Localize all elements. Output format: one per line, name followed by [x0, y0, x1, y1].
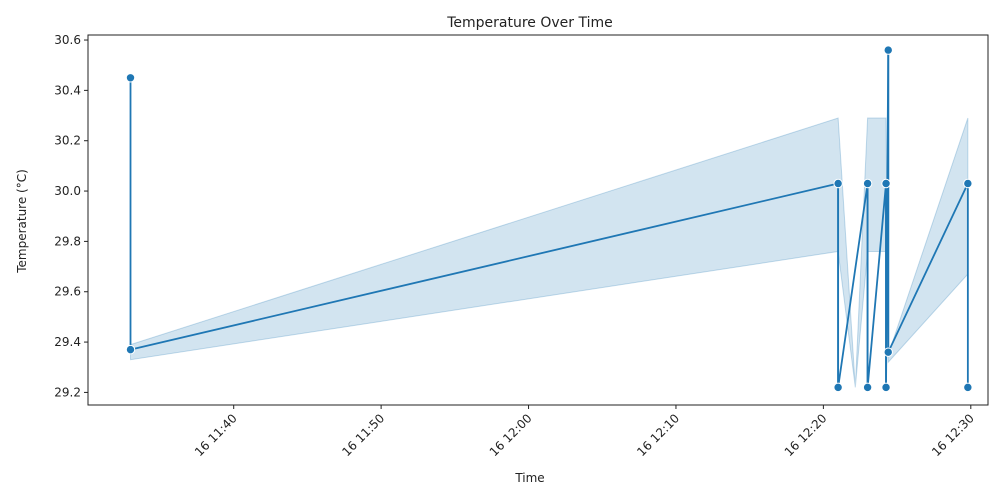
- y-axis-ticks: 29.2 29.4 29.6 29.8 30.0 30.2 30.4 30.6: [54, 33, 88, 399]
- data-point: [862, 382, 873, 393]
- confidence-band: [130, 117, 969, 388]
- x-axis-ticks: 16 11:40 16 11:50 16 12:00 16 12:10 16 12:20…: [192, 405, 977, 459]
- data-point: [881, 178, 891, 189]
- data-point: [833, 178, 843, 189]
- plot-frame: [87, 34, 989, 406]
- y-tick-label: 29.2: [54, 385, 81, 399]
- data-point: [963, 178, 973, 189]
- x-tick-label: 16 12:00: [487, 411, 535, 459]
- x-tick-label: 16 12:30: [929, 411, 977, 459]
- x-tick-label: 16 12:10: [634, 411, 682, 459]
- data-point: [883, 347, 893, 357]
- y-axis-label: Temperature (°C): [15, 169, 29, 274]
- data-point: [125, 344, 136, 355]
- y-tick-label: 29.4: [54, 335, 81, 349]
- y-tick-label: 29.6: [54, 285, 81, 299]
- x-axis-label: Time: [514, 471, 544, 485]
- data-point: [963, 382, 973, 393]
- y-tick-label: 30.0: [54, 184, 81, 198]
- y-tick-label: 30.2: [54, 134, 81, 148]
- data-point: [862, 178, 873, 189]
- data-point: [883, 45, 893, 55]
- y-tick-label: 30.4: [54, 83, 81, 97]
- series-line-layer: [129, 49, 969, 389]
- x-tick-label: 16 11:50: [339, 411, 387, 459]
- chart-title: Temperature Over Time: [446, 15, 613, 31]
- y-tick-label: 29.8: [54, 234, 81, 248]
- confidence-band-layer: [130, 117, 969, 388]
- y-tick-label: 30.6: [54, 33, 81, 47]
- x-tick-label: 16 12:20: [782, 411, 830, 459]
- data-point: [881, 382, 891, 393]
- data-point: [833, 382, 843, 393]
- data-point: [125, 73, 136, 83]
- x-tick-label: 16 11:40: [192, 411, 240, 459]
- data-points-layer: [125, 45, 973, 393]
- axes: [87, 34, 989, 406]
